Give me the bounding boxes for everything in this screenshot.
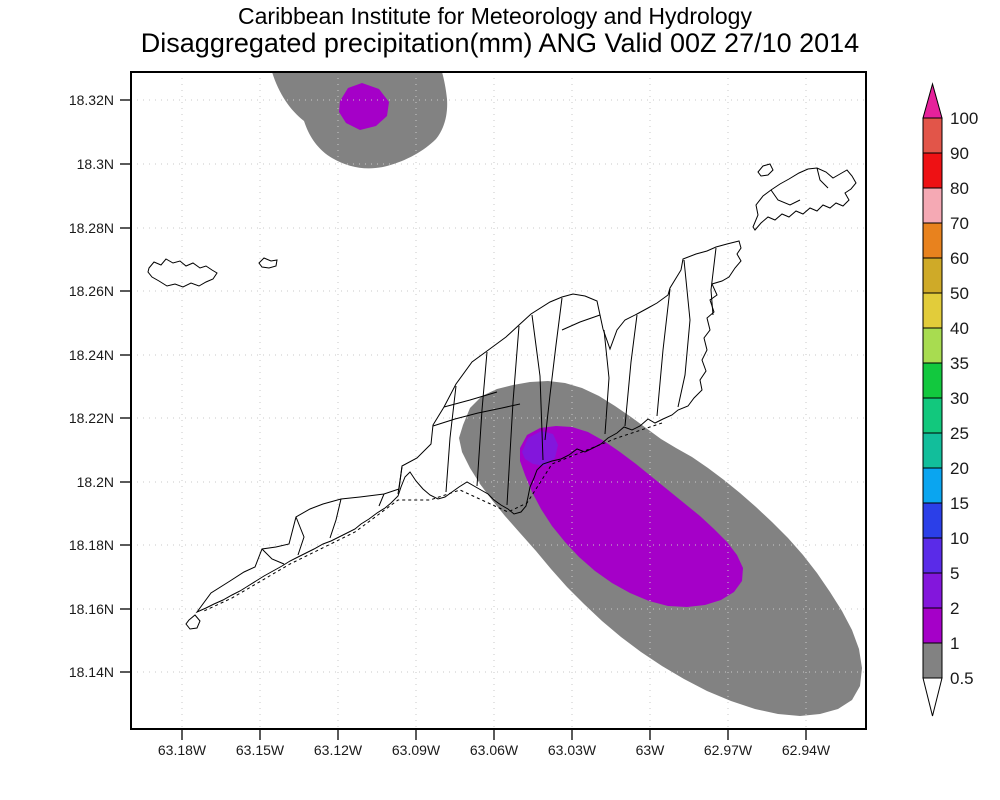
y-tick-label: 18.28N <box>69 220 114 236</box>
colorbar-label: 30 <box>950 389 969 408</box>
colorbar-arrow-top <box>922 82 943 119</box>
colorbar-segment <box>922 152 943 189</box>
east-cays-coastline <box>752 163 857 231</box>
colorbar-segment <box>922 222 943 259</box>
colorbar-segment <box>922 327 943 364</box>
precip-shading <box>272 72 862 716</box>
colorbar-segment <box>922 467 943 504</box>
south-shade-violet <box>522 431 558 466</box>
institute-title: Caribbean Institute for Meteorology and … <box>238 3 752 29</box>
colorbar-segment <box>922 537 943 574</box>
x-tick-label: 63.15W <box>236 742 285 758</box>
colorbar-label: 20 <box>950 459 969 478</box>
colorbar-segment <box>922 432 943 469</box>
x-axis: 63.18W 63.15W 63.12W 63.09W 63.06W 63.03W 63W 6… <box>158 729 831 758</box>
south-coast-texture <box>203 422 663 612</box>
colorbar-segment <box>922 397 943 434</box>
y-tick-label: 18.3N <box>77 156 114 172</box>
colorbar-label: 60 <box>950 249 969 268</box>
gridlines <box>131 72 866 729</box>
colorbar-label: 15 <box>950 494 969 513</box>
south-shade-purple <box>520 426 743 607</box>
y-tick-label: 18.14N <box>69 664 114 680</box>
colorbar-segment <box>922 117 943 154</box>
colorbar-label: 40 <box>950 319 969 338</box>
colorbar-segment <box>922 187 943 224</box>
x-tick-label: 63.09W <box>392 742 441 758</box>
colorbar-segment <box>922 572 943 609</box>
west-cays-coastline <box>147 257 278 630</box>
y-tick-label: 18.32N <box>69 92 114 108</box>
colorbar-label: 2 <box>950 599 959 618</box>
colorbar-segment <box>922 642 943 679</box>
colorbar-label: 0.5 <box>950 669 974 688</box>
anguilla-coastline <box>195 240 742 614</box>
x-tick-label: 62.94W <box>782 742 831 758</box>
y-tick-label: 18.24N <box>69 347 114 363</box>
y-tick-label: 18.2N <box>77 474 114 490</box>
colorbar-label: 5 <box>950 564 959 583</box>
colorbar-label: 50 <box>950 284 969 303</box>
colorbar-label: 10 <box>950 529 969 548</box>
colorbar-label: 100 <box>950 109 978 128</box>
colorbar-label: 1 <box>950 634 959 653</box>
y-axis: 18.32N 18.3N 18.28N 18.26N 18.24N 18.22N 18.2N… <box>69 92 131 680</box>
colorbar-label: 80 <box>950 179 969 198</box>
y-tick-label: 18.18N <box>69 537 114 553</box>
x-tick-label: 62.97W <box>704 742 753 758</box>
x-tick-label: 63.06W <box>470 742 519 758</box>
colorbar-arrow-bottom <box>922 677 943 717</box>
colorbar-segment <box>922 502 943 539</box>
x-tick-label: 63.18W <box>158 742 207 758</box>
colorbar-label: 25 <box>950 424 969 443</box>
plot-frame <box>130 71 867 730</box>
x-tick-label: 63.03W <box>548 742 597 758</box>
coastlines <box>147 163 857 630</box>
district-boundaries <box>261 247 717 565</box>
colorbar-label: 90 <box>950 144 969 163</box>
colorbar-label: 70 <box>950 214 969 233</box>
y-tick-label: 18.22N <box>69 410 114 426</box>
x-tick-label: 63W <box>636 742 666 758</box>
north-shade-purple <box>339 83 389 130</box>
x-tick-label: 63.12W <box>314 742 363 758</box>
colorbar-segment <box>922 292 943 329</box>
y-tick-label: 18.26N <box>69 283 114 299</box>
colorbar-segment <box>922 257 943 294</box>
colorbar-segment <box>922 362 943 399</box>
plot-title: Disaggregated precipitation(mm) ANG Vali… <box>141 28 859 58</box>
colorbar-label: 35 <box>950 354 969 373</box>
y-tick-label: 18.16N <box>69 601 114 617</box>
colorbar-segment <box>922 607 943 644</box>
colorbar-legend: 100 90 80 70 60 50 40 35 30 25 20 15 10 5 2 1 0.5 <box>922 82 978 717</box>
